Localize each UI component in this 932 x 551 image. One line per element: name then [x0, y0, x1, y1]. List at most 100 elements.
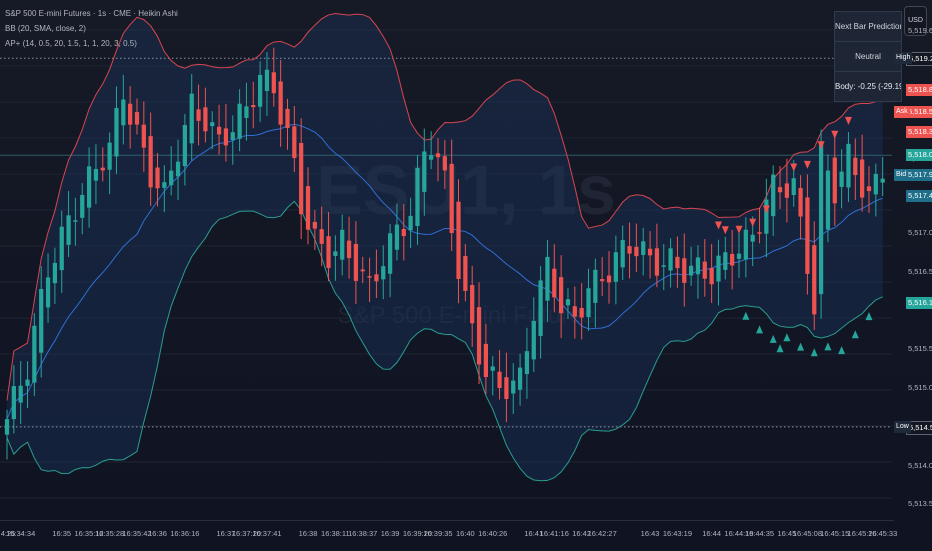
candle-body — [422, 151, 427, 192]
candle-body — [128, 103, 133, 125]
sell-signal-marker — [762, 205, 770, 214]
legend-bb-indicator[interactable]: BB (20, SMA, close, 2) — [5, 24, 86, 33]
time-tick: 4:25 — [0, 529, 16, 538]
candle-body — [449, 163, 454, 233]
candle-body — [606, 275, 612, 283]
candle-body — [634, 246, 639, 257]
candle-body — [134, 112, 140, 125]
candle-body — [155, 167, 160, 189]
sell-signal-marker — [721, 226, 729, 235]
candle-body — [367, 276, 372, 278]
candle-body — [210, 122, 215, 127]
time-tick: 16:44:19 — [724, 529, 754, 538]
sell-signal-marker — [749, 218, 757, 227]
time-tick: 16:45 — [777, 529, 797, 538]
candle-body — [86, 166, 92, 208]
price-label: 5,517.95 — [906, 168, 932, 181]
candle-body — [682, 258, 687, 283]
candle-body — [675, 256, 680, 269]
time-tick: 16:42:27 — [587, 529, 617, 538]
time-tick: 16:40:26 — [478, 529, 508, 538]
candle-body — [340, 229, 345, 260]
candle-body — [791, 178, 796, 196]
candle-body — [244, 106, 249, 118]
candle-body — [702, 261, 707, 279]
basis-line — [6, 123, 883, 420]
candle-body — [641, 241, 646, 255]
candle-body — [511, 380, 516, 394]
candle-body — [360, 269, 365, 272]
candle-body — [661, 265, 666, 267]
sell-signal-marker — [844, 116, 852, 125]
candle-body — [401, 228, 406, 237]
candle-body — [627, 246, 632, 254]
time-tick: 16:35:42 — [122, 529, 152, 538]
legend-ap-indicator[interactable]: AP+ (14, 0.5, 20, 1.5, 1, 1, 20, 3, 0.5) — [5, 39, 137, 48]
candle-body — [613, 252, 618, 282]
watermark-name: S&P 500 E-mini Futures — [337, 302, 595, 329]
buy-signal-marker — [851, 330, 859, 339]
candle-body — [545, 256, 550, 301]
price-label: 5,517.47 — [906, 190, 932, 203]
time-axis[interactable]: 4:25 16:34:34 16:35 16:35:12 16:35:28 16:35:4… — [0, 520, 897, 551]
candle-body — [818, 144, 824, 295]
candle-body — [435, 153, 441, 158]
candle-body — [490, 366, 495, 371]
candle-body — [757, 232, 762, 234]
candle-body — [470, 284, 475, 324]
currency-button[interactable]: USD — [904, 6, 927, 36]
time-tick: 16:36:16 — [170, 529, 200, 538]
candle-body — [182, 125, 187, 167]
prediction-body: Body: -0.25 (-29.19%) — [835, 82, 901, 91]
candle-body — [483, 343, 489, 377]
price-tick: 5,517.00 — [908, 227, 932, 237]
candle-body — [107, 142, 112, 170]
candle-body — [299, 143, 304, 215]
candle-body — [771, 174, 776, 217]
candle-body — [100, 167, 105, 171]
price-label: 5,518.56 — [906, 105, 932, 118]
buy-signal-marker — [769, 334, 777, 343]
candle-body — [654, 248, 660, 276]
time-tick: 16:44:35 — [744, 529, 775, 538]
time-tick: 16:44 — [702, 529, 722, 538]
candle-body — [552, 268, 557, 298]
candle-body — [353, 243, 359, 281]
time-tick: 16:35:12 — [74, 529, 104, 538]
sell-signal-marker — [817, 141, 825, 150]
time-tick: 16:42 — [572, 529, 592, 538]
time-tick: 16:40 — [455, 529, 475, 538]
price-label: 5,518.84 — [906, 84, 932, 97]
candle-body — [716, 255, 721, 282]
buy-signal-marker — [810, 348, 818, 357]
candle-body — [216, 126, 222, 135]
price-label: 5,518.30 — [906, 125, 932, 138]
candle-body — [538, 280, 543, 337]
candle-body — [579, 307, 584, 318]
time-tick: 16:45:26 — [847, 529, 877, 538]
buy-signal-marker — [865, 312, 873, 321]
time-tick: 16:41:16 — [539, 529, 569, 538]
buy-signal-marker — [783, 333, 791, 342]
legend-symbol-title[interactable]: S&P 500 E-mini Futures · 1s · CME · Heik… — [5, 9, 178, 18]
candle-body — [647, 248, 653, 256]
price-tick: 5,516.50 — [908, 266, 932, 276]
candle-body — [80, 194, 85, 218]
time-tick: 16:34:34 — [6, 529, 36, 538]
candle-body — [463, 255, 468, 291]
candle-body — [93, 168, 99, 181]
candle-body — [839, 171, 844, 187]
legend: S&P 500 E-mini Futures · 1s · CME · Heik… — [5, 6, 178, 51]
candle-body — [121, 99, 126, 126]
candle-body — [497, 371, 502, 389]
buy-signal-marker — [742, 311, 750, 320]
sell-signal-marker — [831, 130, 839, 139]
candle-body — [305, 186, 311, 230]
price-axis[interactable]: 5,519.605,519.255,518.845,518.305,517.95… — [894, 0, 932, 520]
candle-body — [846, 143, 851, 188]
upper-band-line — [6, 12, 883, 401]
time-tick: 16:39:35 — [423, 529, 453, 538]
candle-body — [784, 183, 790, 198]
